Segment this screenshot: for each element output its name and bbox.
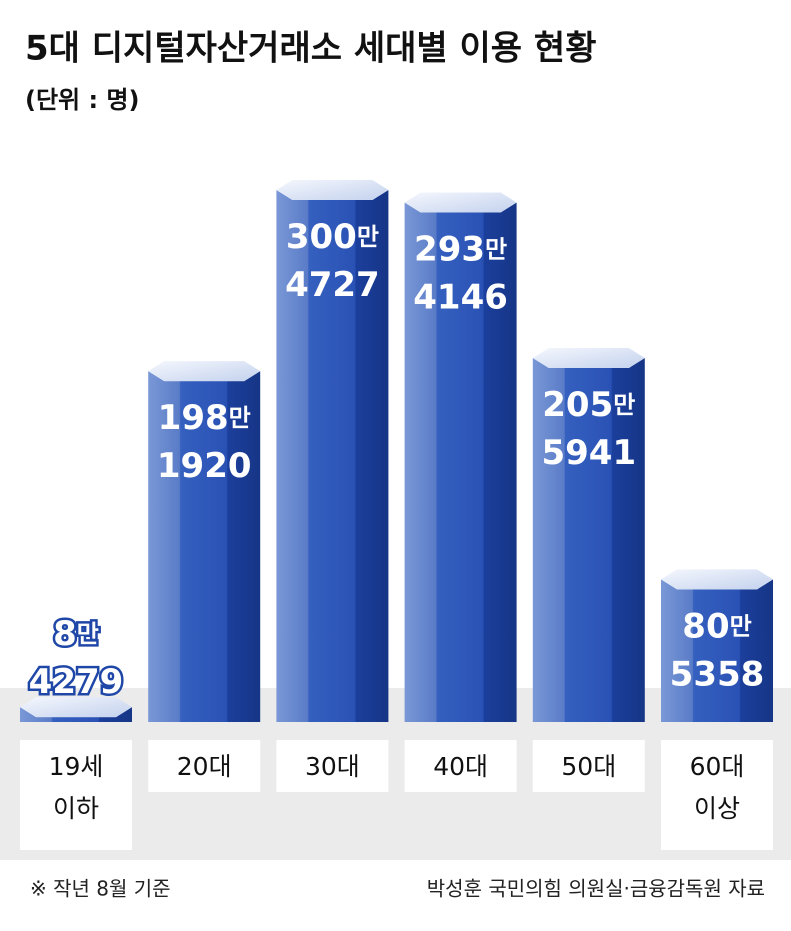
bar-cap [148, 361, 261, 382]
value-label-line: 5358 [670, 654, 765, 694]
bar [404, 202, 517, 722]
value-label: 198만 1920 [157, 398, 252, 486]
bar [661, 579, 773, 722]
bar [532, 357, 645, 722]
value-label-unit: 만 [229, 404, 251, 432]
value-label-line: 198만 [158, 398, 251, 438]
value-label-line: 300만 [286, 217, 379, 257]
value-label-line: 4727 [285, 265, 380, 305]
x-tick-label: 20대 [177, 752, 232, 781]
x-tick-label: 30대 [305, 752, 360, 781]
category-box [661, 740, 773, 850]
bar-cap [661, 569, 773, 590]
value-label-unit: 만 [357, 223, 379, 251]
bar-cap [20, 697, 132, 718]
category-box [276, 740, 389, 792]
category-box [404, 740, 517, 792]
bar [20, 707, 132, 722]
x-tick-label-line: 60대 [690, 752, 745, 781]
bar [276, 190, 389, 722]
value-label-line: 205만 [542, 384, 635, 424]
value-label: 293만 4146 [413, 229, 508, 317]
value-label-unit: 만 [77, 620, 99, 648]
value-label: 8만 4279 [29, 614, 124, 702]
value-label-unit: 만 [613, 391, 635, 419]
bar-cap [276, 180, 389, 200]
bar-cap [404, 192, 517, 213]
x-tick-label-line: 20대 [177, 752, 232, 781]
x-tick-label-line: 30대 [305, 752, 360, 781]
x-tick-label-line: 50대 [561, 752, 616, 781]
category-box [532, 740, 645, 792]
value-label-line: 8만 [53, 614, 99, 654]
x-tick-label-line: 이상 [694, 794, 740, 823]
value-label-line: 4146 [413, 277, 508, 317]
x-tick-label-line: 이하 [53, 794, 99, 823]
value-label-line: 293만 [414, 229, 507, 269]
category-box [20, 740, 132, 850]
value-label-line: 4279 [29, 662, 124, 702]
value-label-line: 80만 [682, 606, 751, 646]
x-tick-label-line: 19세 [49, 752, 104, 781]
value-label-line: 5941 [541, 432, 636, 472]
note: ※ 작년 8월 기준 [30, 877, 171, 901]
value-label-unit: 만 [730, 612, 752, 640]
value-label: 205만 5941 [541, 384, 636, 472]
chart-subtitle: (단위 : 명) [25, 86, 140, 114]
value-label-unit: 만 [485, 235, 507, 263]
value-label-line: 1920 [157, 446, 252, 486]
x-tick-label: 40대 [433, 752, 488, 781]
category-box [148, 740, 261, 792]
bar [148, 371, 261, 722]
bar-cap [532, 347, 645, 368]
x-tick-label: 50대 [561, 752, 616, 781]
x-tick-label-line: 40대 [433, 752, 488, 781]
value-label: 300만 4727 [285, 217, 380, 305]
value-label: 80만 5358 [670, 606, 765, 694]
source: 박성훈 국민의힘 의원실·금융감독원 자료 [427, 877, 765, 901]
chart-title: 5대 디지털자산거래소 세대별 이용 현황 [25, 29, 596, 69]
